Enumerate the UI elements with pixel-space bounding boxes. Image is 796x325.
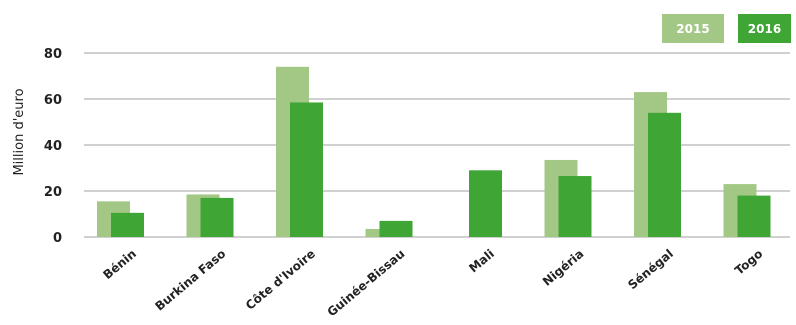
category-label: Guinée-Bissau [325,247,408,320]
bar-2016 [379,220,413,237]
legend-swatch [662,14,724,43]
bar-2016 [737,195,771,237]
y-axis-label: Million d'euro [12,88,27,175]
y-tick-label: 80 [44,47,62,62]
bar-2016 [290,102,323,237]
legend-label: 2016 [748,22,781,36]
category-label: Mali [466,247,497,276]
bar-2016 [469,170,502,237]
legend-label: 2015 [676,22,709,36]
category-label: Sénégal [625,247,676,293]
bar-2016 [111,212,144,237]
category-label: Bénin [100,247,138,282]
category-label: Burkina Faso [152,247,228,314]
category-label: Côte d'Ivoire [243,247,318,313]
category-label: Nigéria [540,247,587,289]
y-tick-labels: 0 20 40 60 80 [44,47,62,246]
y-tick-label: 0 [53,231,62,246]
bar-2016 [648,112,681,237]
category-labels: Bénin Burkina Faso Côte d'Ivoire Guinée-Bis… [100,247,765,320]
y-tick-label: 60 [44,93,62,108]
bar-2016 [558,176,592,237]
bar-2016 [200,197,234,237]
legend: 2015 2016 [662,14,791,43]
legend-swatch [738,14,791,43]
y-tick-label: 20 [44,185,62,200]
y-tick-label: 40 [44,139,62,154]
category-label: Togo [732,247,765,278]
bars [97,66,771,237]
